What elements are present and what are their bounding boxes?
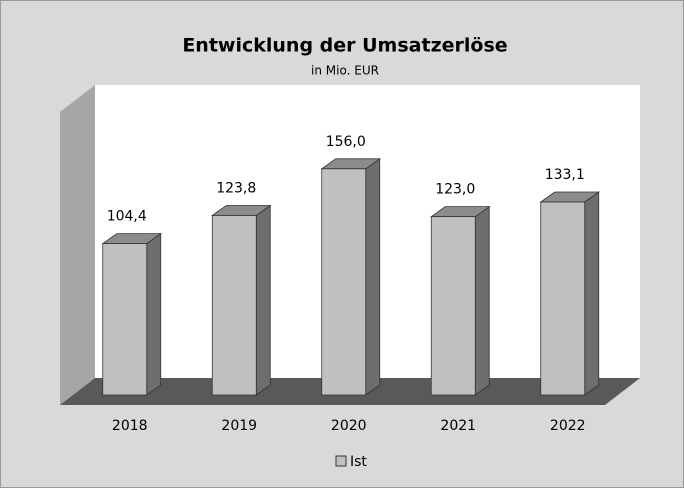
data-label: 156,0: [326, 134, 366, 150]
bar: [540, 201, 586, 396]
chart-title: Entwicklung der Umsatzerlöse: [182, 35, 507, 57]
bar: [430, 216, 476, 396]
side-wall: [60, 85, 95, 405]
data-label: 133,1: [545, 167, 585, 183]
bar-side: [255, 204, 271, 396]
legend-label: Ist: [350, 454, 367, 470]
bar-side: [584, 191, 600, 396]
bar-side: [474, 205, 490, 396]
x-tick-label: 2019: [221, 418, 257, 434]
bar: [102, 243, 148, 396]
data-label: 123,0: [435, 182, 475, 198]
bar: [211, 215, 257, 396]
x-tick-label: 2022: [550, 418, 586, 434]
bar-side: [146, 232, 162, 396]
data-label: 123,8: [216, 180, 256, 196]
x-tick-label: 2018: [112, 418, 148, 434]
bar: [321, 168, 367, 396]
data-label: 104,4: [107, 209, 147, 225]
x-tick-label: 2020: [331, 418, 367, 434]
legend-swatch: [335, 455, 347, 467]
chart-subtitle: in Mio. EUR: [311, 64, 379, 78]
bar-side: [365, 158, 381, 396]
x-tick-label: 2021: [440, 418, 476, 434]
